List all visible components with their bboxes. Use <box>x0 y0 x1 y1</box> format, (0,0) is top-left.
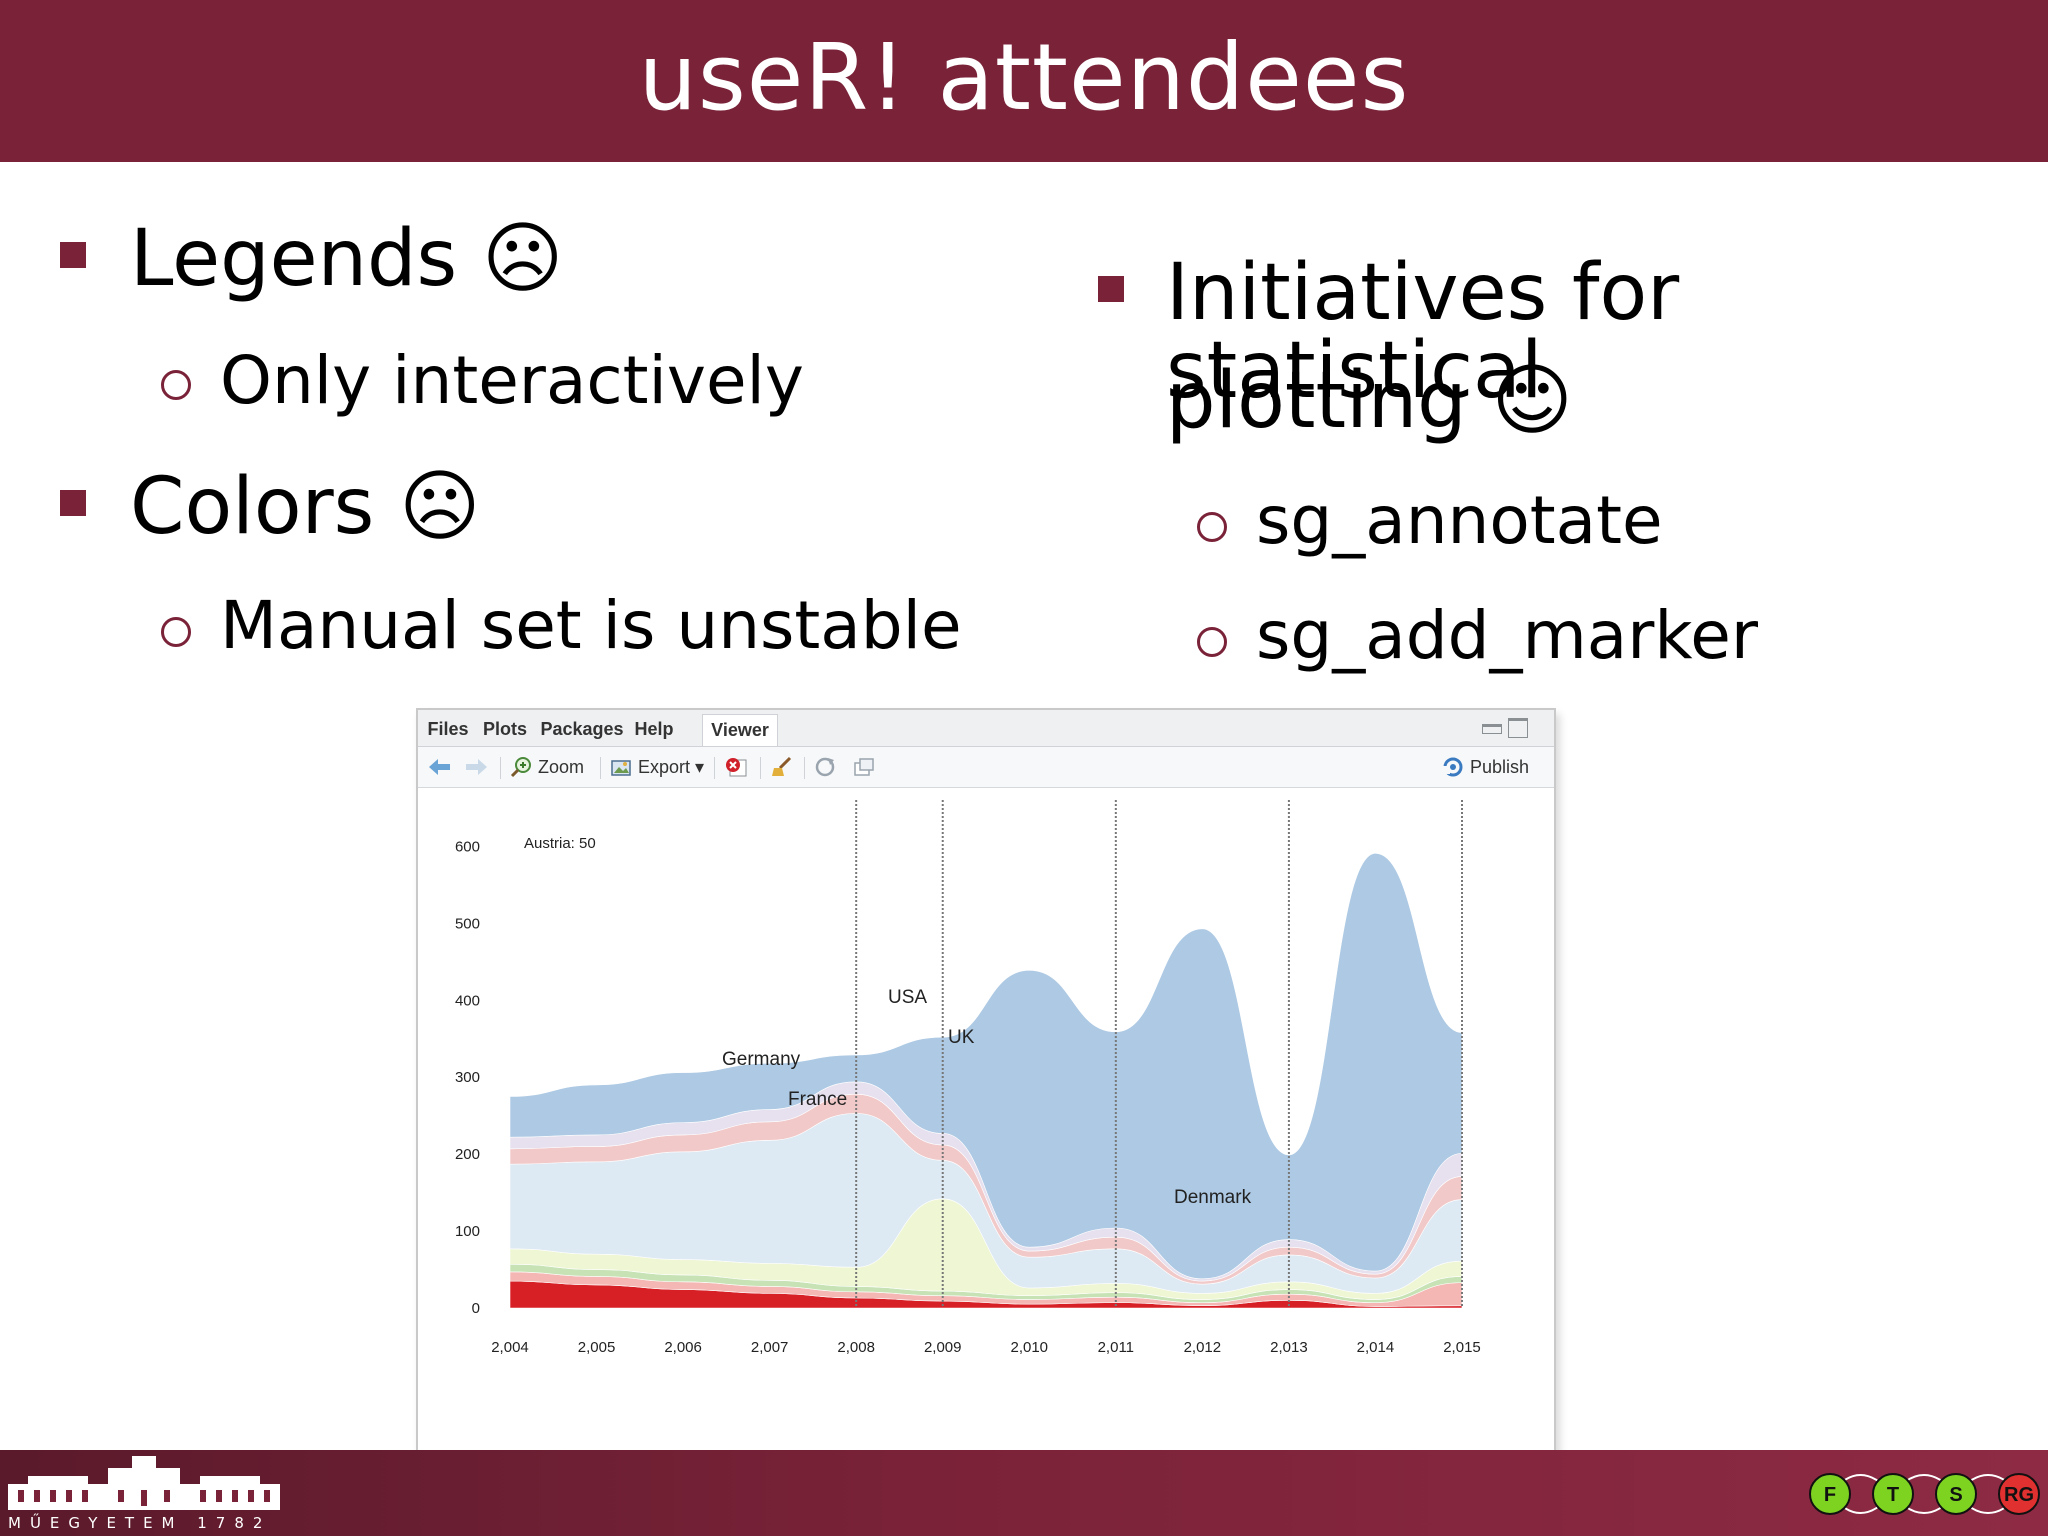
y-tick-label: 200 <box>455 1146 480 1163</box>
maximize-pane-icon[interactable] <box>1508 718 1528 738</box>
x-tick-label: 2,012 <box>1184 1339 1222 1356</box>
forward-arrow-icon[interactable] <box>464 755 490 779</box>
tab-packages[interactable]: Packages <box>540 718 624 739</box>
export-menu-button[interactable]: Export ▾ <box>610 755 704 779</box>
tab-plots[interactable]: Plots <box>482 718 527 739</box>
zoom-label: Zoom <box>538 756 585 777</box>
label-usa: USA <box>888 987 927 1008</box>
popout-window-icon <box>854 758 874 776</box>
hover-annotation: Austria: 50 <box>524 835 596 852</box>
footer-bar: MŰEGYETEM 1782 F T S RG <box>0 1450 2048 1536</box>
sub-bullet-marker <box>1197 512 1227 542</box>
x-tick-label: 2,015 <box>1443 1339 1481 1356</box>
toolbar-separator <box>714 757 715 779</box>
x-tick-label: 2,008 <box>837 1339 875 1356</box>
tab-files[interactable]: Files <box>427 718 469 739</box>
x-tick-label: 2,009 <box>924 1339 962 1356</box>
refresh-button[interactable] <box>814 755 838 779</box>
export-label: Export ▾ <box>638 756 705 777</box>
pane-tab-bar: Files Plots Packages Help Viewer <box>418 710 1554 747</box>
x-tick-label: 2,014 <box>1357 1339 1395 1356</box>
rstudio-viewer-panel: Files Plots Packages Help Viewer Zoom Ex… <box>416 708 1556 1460</box>
university-building-logo <box>8 1456 280 1510</box>
toolbar-separator <box>760 757 761 779</box>
popout-button[interactable] <box>852 755 876 779</box>
publish-button[interactable]: Publish <box>1442 755 1529 779</box>
area-layer-usa[interactable] <box>509 853 1463 1280</box>
marker-lines <box>855 800 1463 1308</box>
sub-bullet-manual-set: Manual set is unstable <box>220 587 962 664</box>
x-tick-label: 2,005 <box>578 1339 616 1356</box>
x-tick-label: 2,004 <box>491 1339 529 1356</box>
x-tick-label: 2,013 <box>1270 1339 1308 1356</box>
label-france: France <box>788 1089 847 1110</box>
bullet-legends: Legends ☹ <box>130 214 564 304</box>
y-tick-label: 300 <box>455 1069 480 1086</box>
refresh-icon <box>815 757 835 777</box>
y-tick-label: 500 <box>455 915 480 932</box>
tab-viewer[interactable]: Viewer <box>702 714 778 746</box>
svg-text:T: T <box>1887 1484 1899 1506</box>
x-tick-label: 2,007 <box>751 1339 789 1356</box>
y-tick-label: 100 <box>455 1223 480 1240</box>
toolbar-separator <box>600 757 601 779</box>
x-axis: 2,004 2,005 2,006 2,007 2,008 2,009 2,010 2,011… <box>491 1339 1481 1356</box>
bullet-initiatives-line2: plotting ☺ <box>1166 356 1573 446</box>
bullet-marker <box>60 490 86 516</box>
sub-bullet-marker <box>161 370 191 400</box>
svg-text:RG: RG <box>2004 1484 2034 1506</box>
publish-icon <box>1442 756 1464 778</box>
y-tick-label: 400 <box>455 992 480 1009</box>
slide-title: useR! attendees <box>638 23 1410 131</box>
bullet-marker <box>60 242 86 268</box>
tab-help[interactable]: Help <box>634 718 674 739</box>
y-tick-label: 600 <box>455 838 480 855</box>
sub-bullet-marker <box>1197 627 1227 657</box>
clear-all-button[interactable] <box>770 755 794 779</box>
streamgraph-chart: 0 100 200 300 400 500 600 2,004 2,005 2,006 2,007… <box>455 800 1481 1356</box>
minimize-pane-icon[interactable] <box>1482 724 1502 734</box>
sub-bullet-sg-annotate: sg_annotate <box>1256 482 1663 559</box>
viewer-toolbar: Zoom Export ▾ Publish <box>418 747 1554 788</box>
x-tick-label: 2,010 <box>1010 1339 1048 1356</box>
x-tick-label: 2,011 <box>1098 1339 1134 1356</box>
sub-bullet-marker <box>161 617 191 647</box>
publish-label: Publish <box>1470 756 1530 777</box>
sub-bullet-sg-add-marker: sg_add_marker <box>1256 597 1758 674</box>
bullet-colors: Colors ☹ <box>130 462 481 552</box>
area-layers <box>509 853 1463 1309</box>
x-tick-label: 2,006 <box>664 1339 702 1356</box>
broom-icon <box>772 756 792 776</box>
export-image-icon <box>610 756 632 778</box>
title-bar: useR! attendees <box>0 0 2048 162</box>
svg-text:S: S <box>1949 1484 1962 1506</box>
remove-viewer-button[interactable] <box>724 755 750 779</box>
svg-text:F: F <box>1824 1484 1836 1506</box>
label-germany: Germany <box>722 1049 801 1070</box>
zoom-icon <box>510 756 532 778</box>
label-denmark: Denmark <box>1174 1187 1252 1208</box>
bullet-initiatives-line1: Initiatives for statistical <box>1166 248 1680 416</box>
zoom-button[interactable]: Zoom <box>510 755 584 779</box>
bullet-marker <box>1098 276 1124 302</box>
ftsrg-logo: F T S RG <box>1809 1473 2040 1515</box>
label-uk: UK <box>948 1027 975 1048</box>
remove-icon <box>726 758 747 777</box>
toolbar-separator <box>500 757 501 779</box>
y-tick-label: 0 <box>472 1300 480 1317</box>
toolbar-separator <box>804 757 805 779</box>
y-axis: 0 100 200 300 400 500 600 <box>455 838 480 1317</box>
back-arrow-icon[interactable] <box>426 755 452 779</box>
sub-bullet-only-interactively: Only interactively <box>220 342 804 419</box>
university-logo-text: MŰEGYETEM 1782 <box>8 1514 272 1532</box>
